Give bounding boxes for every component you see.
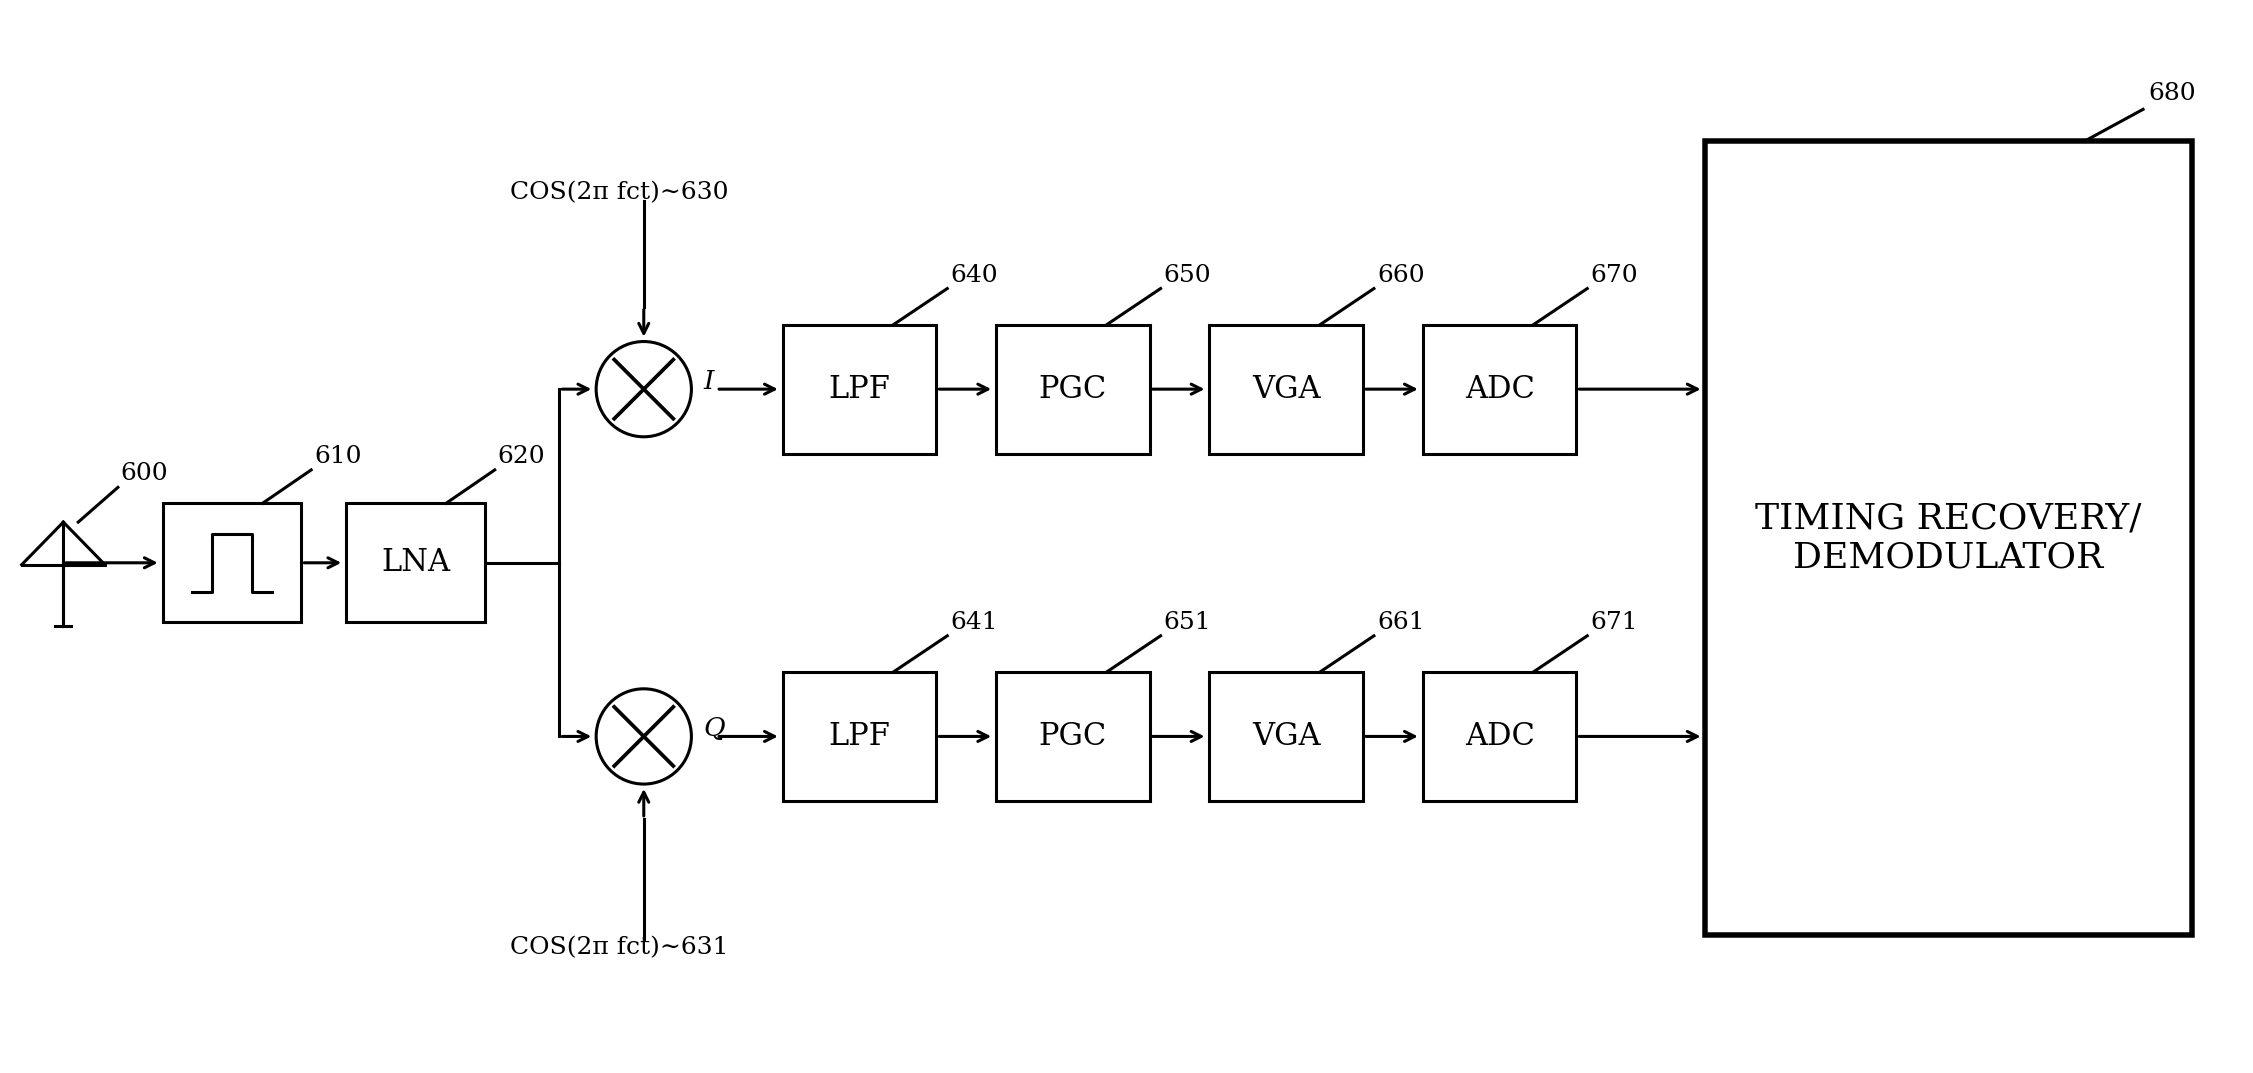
Bar (782, 672, 937, 800)
Text: 651: 651 (1163, 611, 1212, 634)
Bar (162, 503, 302, 622)
Bar (1706, 141, 2192, 935)
Bar (347, 503, 484, 622)
Text: LPF: LPF (829, 721, 890, 752)
Text: 670: 670 (1591, 264, 1638, 286)
Bar (996, 672, 1149, 800)
Bar (1422, 325, 1577, 454)
Text: VGA: VGA (1253, 721, 1320, 752)
Circle shape (597, 689, 692, 784)
Bar (996, 325, 1149, 454)
Bar (1422, 672, 1577, 800)
Bar (1210, 672, 1363, 800)
Text: 650: 650 (1163, 264, 1212, 286)
Circle shape (597, 341, 692, 437)
Text: PGC: PGC (1039, 721, 1106, 752)
Bar (782, 325, 937, 454)
Text: 661: 661 (1377, 611, 1424, 634)
Text: COS(2π fct)∼631: COS(2π fct)∼631 (509, 937, 728, 959)
Text: 671: 671 (1591, 611, 1638, 634)
Text: 680: 680 (2147, 83, 2194, 105)
Text: LPF: LPF (829, 373, 890, 405)
Text: Q: Q (703, 716, 725, 741)
Text: VGA: VGA (1253, 373, 1320, 405)
Text: 610: 610 (313, 445, 363, 468)
Text: I: I (703, 369, 714, 394)
Text: 641: 641 (951, 611, 998, 634)
Text: PGC: PGC (1039, 373, 1106, 405)
Text: COS(2π fct)∼630: COS(2π fct)∼630 (509, 181, 728, 204)
Text: ADC: ADC (1464, 721, 1534, 752)
Text: TIMING RECOVERY/
DEMODULATOR: TIMING RECOVERY/ DEMODULATOR (1755, 501, 2143, 575)
Text: ADC: ADC (1464, 373, 1534, 405)
Text: LNA: LNA (381, 547, 451, 578)
Text: 640: 640 (951, 264, 998, 286)
Text: 600: 600 (119, 462, 167, 485)
Text: 660: 660 (1377, 264, 1424, 286)
Bar (1210, 325, 1363, 454)
Text: 620: 620 (498, 445, 545, 468)
